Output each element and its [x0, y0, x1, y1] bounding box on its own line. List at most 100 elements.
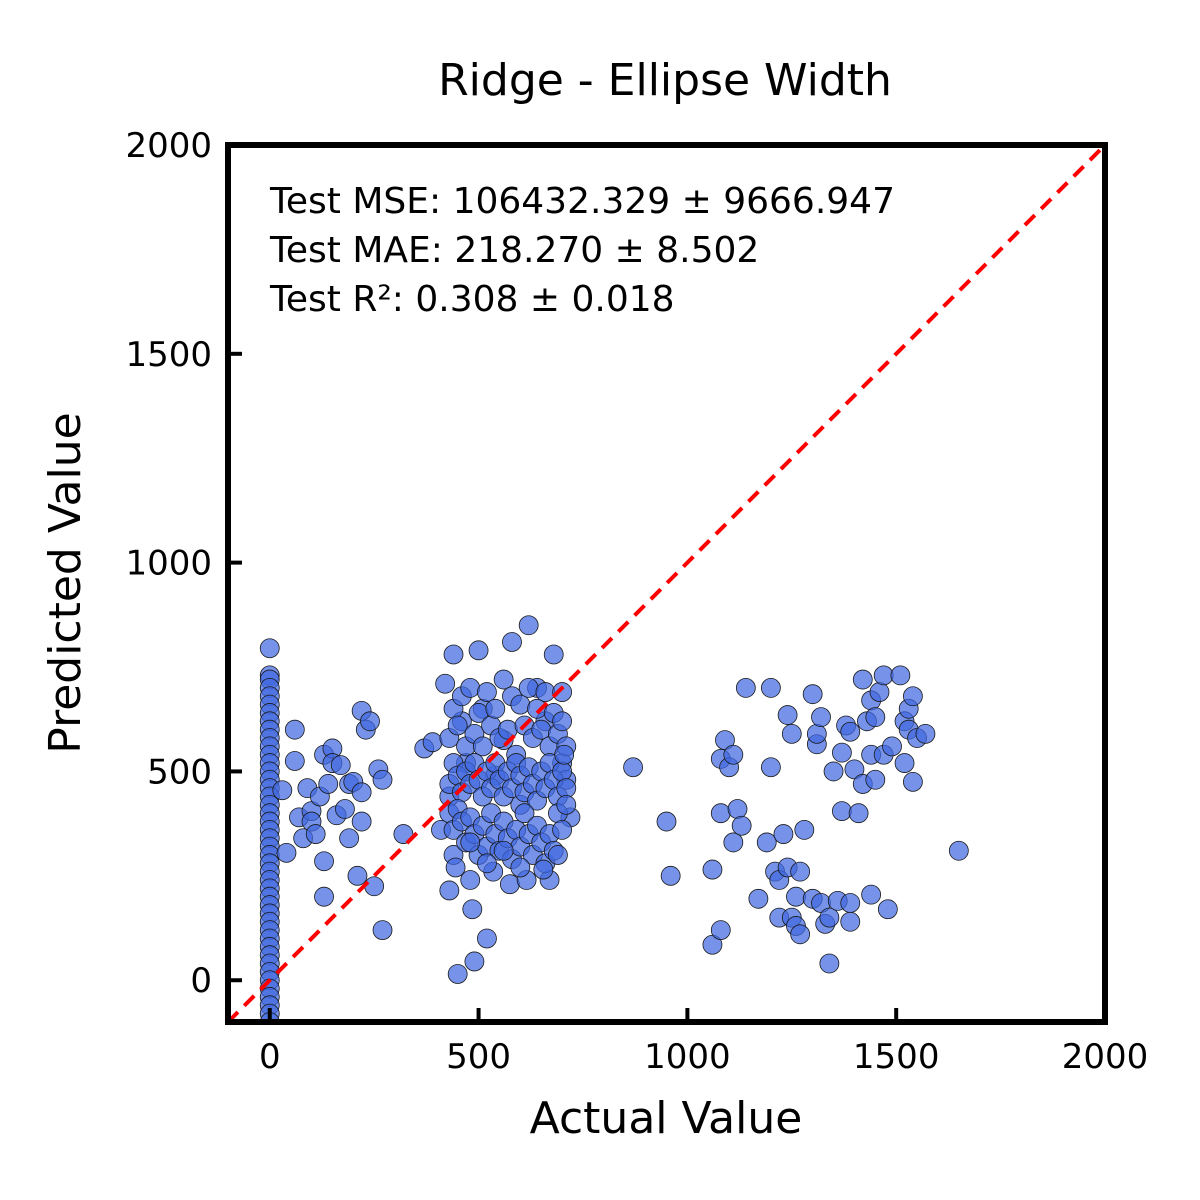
- scatter-point: [447, 964, 468, 984]
- scatter-point: [865, 707, 886, 728]
- scatter-point: [623, 757, 643, 778]
- scatter-point: [493, 840, 514, 861]
- x-tick-label: 1500: [853, 1037, 940, 1077]
- scatter-point: [761, 678, 781, 698]
- plot-frame: [225, 142, 1108, 1025]
- scatter-point: [948, 840, 969, 861]
- scatter-point: [548, 845, 568, 865]
- y-axis-ticks: 0 500 1000 1500 2000: [125, 126, 242, 1001]
- scatter-point: [445, 857, 466, 878]
- data-points: [259, 615, 969, 1022]
- scatter-point: [840, 911, 861, 932]
- metrics-annotation: Test MSE: 106432.329 ± 9666.947 Test MAE…: [269, 181, 895, 320]
- scatter-point: [510, 857, 531, 878]
- scatter-point: [502, 632, 522, 652]
- scatter-point: [499, 874, 520, 895]
- scatter-point: [710, 920, 731, 941]
- scatter-point: [832, 742, 852, 763]
- scatter-point: [477, 682, 497, 702]
- scatter-point: [533, 859, 554, 880]
- scatter-point: [806, 723, 827, 744]
- scatter-point: [735, 678, 756, 698]
- scatter-point: [460, 678, 481, 698]
- scatter-point: [756, 832, 777, 853]
- scatter-point: [314, 886, 334, 907]
- scatter-point: [777, 705, 798, 725]
- y-tick-label: 500: [147, 752, 212, 792]
- x-tick-label: 1000: [644, 1037, 731, 1077]
- scatter-point: [284, 751, 305, 771]
- scatter-point: [556, 794, 577, 815]
- scatter-point: [894, 753, 915, 773]
- scatter-point: [347, 865, 368, 886]
- scatter-point: [477, 928, 497, 949]
- scatter-point: [882, 736, 902, 757]
- scatter-point: [819, 953, 840, 974]
- scatter-point: [552, 682, 572, 702]
- scatter-point: [790, 861, 811, 882]
- scatter-point: [531, 719, 552, 740]
- scatter-point: [873, 665, 894, 686]
- scatter-point: [552, 820, 572, 840]
- scatter-point: [422, 732, 443, 753]
- scatter-point: [877, 899, 898, 920]
- scatter-point: [710, 803, 731, 824]
- scatter-point: [786, 886, 806, 907]
- scatter-point: [305, 824, 326, 844]
- scatter-point: [840, 893, 861, 913]
- scatter-point: [890, 665, 911, 686]
- scatter-point: [351, 782, 372, 803]
- scatter-point: [330, 755, 351, 776]
- scatter-point: [915, 723, 936, 744]
- scatter-point: [702, 859, 723, 880]
- metric-mse: Test MSE: 106432.329 ± 9666.947: [269, 181, 895, 222]
- scatter-point: [284, 719, 305, 740]
- scatter-point: [543, 644, 564, 665]
- scatter-point: [493, 669, 514, 690]
- y-tick-label: 1000: [125, 544, 212, 584]
- scatter-point: [339, 828, 360, 849]
- scatter-point: [460, 870, 481, 890]
- scatter-point: [727, 799, 748, 819]
- scatter-point: [518, 615, 539, 636]
- scatter-point: [556, 778, 577, 799]
- identity-reference-line: [228, 145, 1105, 1022]
- scatter-point: [781, 723, 802, 744]
- scatter-point: [318, 774, 339, 794]
- scatter-point: [656, 811, 677, 832]
- scatter-point: [468, 640, 489, 661]
- scatter-point: [903, 686, 923, 707]
- scatter-point: [447, 715, 468, 736]
- scatter-point: [510, 694, 531, 715]
- scatter-point: [748, 888, 769, 909]
- scatter-point: [811, 707, 831, 728]
- scatter-point: [372, 769, 393, 790]
- scatter-point: [460, 832, 481, 853]
- scatter-point: [802, 684, 823, 705]
- scatter-point: [865, 769, 886, 790]
- scatter-point: [869, 682, 890, 702]
- x-axis-label: Actual Value: [530, 1093, 803, 1144]
- scatter-point: [535, 682, 556, 702]
- scatter-point: [552, 711, 572, 732]
- scatter-point: [276, 842, 297, 863]
- scatter-point: [462, 899, 483, 920]
- scatter-point: [819, 907, 840, 928]
- scatter-point: [485, 698, 506, 719]
- x-axis-ticks: 0 500 1000 1500 2000: [259, 1008, 1148, 1077]
- scatter-point: [272, 780, 293, 801]
- scatter-point: [364, 876, 385, 897]
- scatter-point: [852, 669, 873, 690]
- x-tick-label: 0: [259, 1037, 281, 1077]
- scatter-point: [794, 820, 815, 840]
- scatter-point: [761, 757, 781, 778]
- scatter-point: [848, 803, 869, 824]
- scatter-point: [314, 851, 334, 872]
- chart-title: Ridge - Ellipse Width: [438, 55, 892, 106]
- scatter-point: [723, 832, 744, 853]
- metric-mae: Test MAE: 218.270 ± 8.502: [269, 230, 759, 271]
- y-tick-label: 1500: [125, 335, 212, 375]
- scatter-point: [477, 853, 497, 874]
